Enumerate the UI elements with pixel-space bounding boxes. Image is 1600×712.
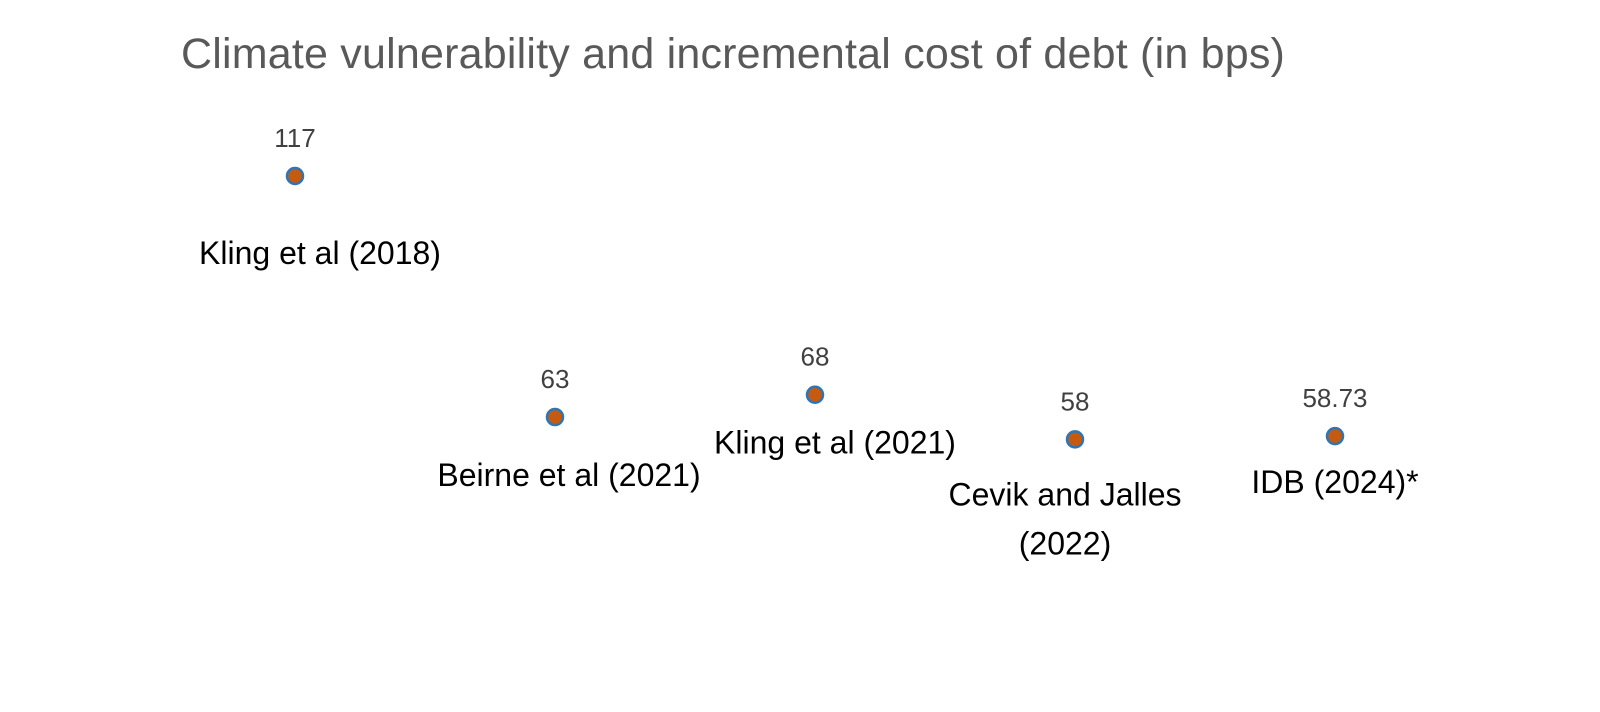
category-label-line: Beirne et al (2021) — [437, 457, 700, 493]
data-point — [805, 385, 825, 404]
category-label-line: IDB (2024)* — [1251, 464, 1418, 500]
data-label: 63 — [541, 364, 570, 394]
category-label: Kling et al (2021) — [714, 425, 956, 461]
data-point — [1065, 430, 1085, 449]
value-labels: 117 63 68 58 58.73 — [274, 123, 1367, 416]
data-label: 58 — [1061, 386, 1090, 416]
data-point — [545, 407, 565, 427]
category-label: Beirne et al (2021) — [437, 457, 700, 493]
category-label-line: Kling et al (2018) — [199, 235, 441, 271]
data-points — [285, 166, 1345, 449]
data-point — [1325, 426, 1345, 446]
category-label: Kling et al (2018) — [199, 235, 441, 271]
data-label: 58.73 — [1302, 383, 1367, 413]
category-labels: Kling et al (2018) Beirne et al (2021) Kli… — [199, 235, 1419, 561]
category-label-line: Cevik and Jalles — [949, 476, 1182, 512]
category-label-line: (2022) — [1019, 525, 1112, 561]
data-label: 117 — [274, 123, 315, 153]
data-point — [285, 166, 305, 186]
category-label: IDB (2024)* — [1251, 464, 1418, 500]
data-label: 68 — [801, 342, 830, 372]
chart-title: Climate vulnerability and incremental co… — [181, 30, 1286, 78]
category-label-line: Kling et al (2021) — [714, 425, 956, 461]
category-label: Cevik and Jalles (2022) — [949, 476, 1182, 561]
